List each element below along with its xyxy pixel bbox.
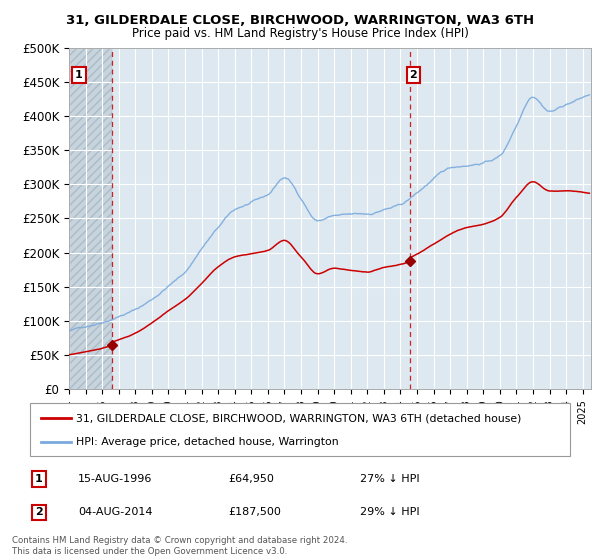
Text: 29% ↓ HPI: 29% ↓ HPI (360, 507, 419, 517)
Text: Contains HM Land Registry data © Crown copyright and database right 2024.
This d: Contains HM Land Registry data © Crown c… (12, 536, 347, 556)
Text: HPI: Average price, detached house, Warrington: HPI: Average price, detached house, Warr… (76, 436, 338, 446)
Text: Price paid vs. HM Land Registry's House Price Index (HPI): Price paid vs. HM Land Registry's House … (131, 27, 469, 40)
Text: 31, GILDERDALE CLOSE, BIRCHWOOD, WARRINGTON, WA3 6TH (detached house): 31, GILDERDALE CLOSE, BIRCHWOOD, WARRING… (76, 413, 521, 423)
Text: 27% ↓ HPI: 27% ↓ HPI (360, 474, 419, 484)
Text: 2: 2 (410, 70, 418, 80)
Text: £187,500: £187,500 (228, 507, 281, 517)
Text: 31, GILDERDALE CLOSE, BIRCHWOOD, WARRINGTON, WA3 6TH: 31, GILDERDALE CLOSE, BIRCHWOOD, WARRING… (66, 14, 534, 27)
Text: 2: 2 (35, 507, 43, 517)
FancyBboxPatch shape (30, 403, 570, 456)
Text: 1: 1 (75, 70, 83, 80)
Text: 15-AUG-1996: 15-AUG-1996 (78, 474, 152, 484)
Bar (69, 48, 112, 389)
Text: 04-AUG-2014: 04-AUG-2014 (78, 507, 152, 517)
Text: 1: 1 (35, 474, 43, 484)
Text: £64,950: £64,950 (228, 474, 274, 484)
